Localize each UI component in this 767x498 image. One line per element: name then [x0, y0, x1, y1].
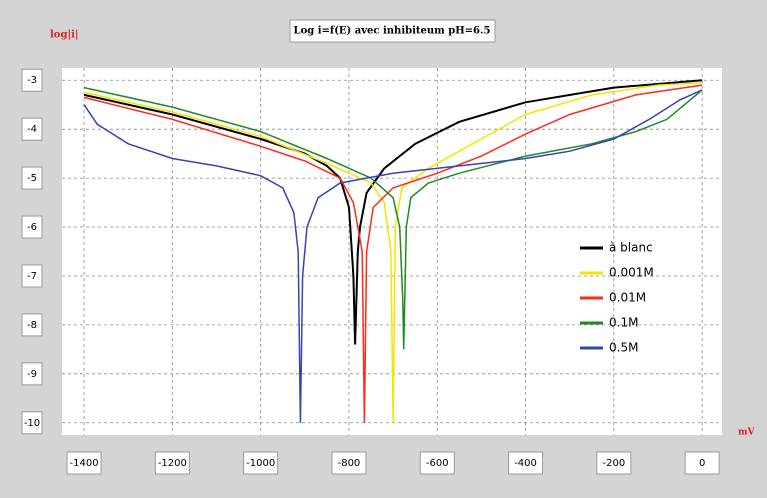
x-tick-label: 0	[699, 458, 705, 469]
y-axis-label: log|i|	[50, 30, 79, 41]
legend-label: 0.5M	[609, 341, 638, 355]
x-tick-label: -800	[338, 458, 361, 469]
x-axis-label: mV	[738, 428, 756, 438]
tick-box	[66, 451, 102, 475]
y-tick-label: -6	[27, 222, 37, 233]
y-tick-label: -4	[27, 124, 37, 135]
tick-box	[243, 451, 279, 475]
x-tick-label: -1200	[158, 458, 187, 469]
tick-box	[21, 68, 43, 92]
series-line	[83, 84, 703, 423]
y-tick-label: -9	[27, 369, 37, 380]
series-line	[83, 89, 703, 423]
legend-label: 0.01M	[609, 291, 646, 305]
x-tick-label: -600	[426, 458, 449, 469]
x-tick-label: -200	[602, 458, 625, 469]
tick-box	[21, 313, 43, 337]
tick-box	[331, 451, 367, 475]
tick-box	[21, 215, 43, 239]
legend-label: 0.001M	[609, 266, 654, 280]
tick-box	[21, 411, 43, 435]
title-box	[289, 19, 496, 43]
tick-box	[596, 451, 632, 475]
y-tick-label: -10	[24, 418, 40, 429]
y-tick-label: -5	[27, 173, 37, 184]
y-tick-label: -7	[27, 271, 37, 282]
y-tick-label: -3	[27, 75, 37, 86]
tick-box	[684, 451, 720, 475]
x-tick-label: -1000	[246, 458, 275, 469]
x-tick-label: -1400	[70, 458, 99, 469]
tick-box	[21, 117, 43, 141]
series-line	[83, 81, 703, 423]
tick-box	[154, 451, 190, 475]
y-tick-label: -8	[27, 320, 37, 331]
tick-box	[21, 166, 43, 190]
legend-label: 0.1M	[609, 316, 638, 330]
legend-label: à blanc	[609, 241, 653, 255]
tick-box	[21, 362, 43, 386]
series-line	[83, 86, 703, 350]
x-tick-label: -400	[514, 458, 537, 469]
tick-box	[21, 264, 43, 288]
chart-title: Log i=f(E) avec inhibiteum pH=6.5	[294, 26, 491, 37]
tick-box	[508, 451, 544, 475]
tick-box	[419, 451, 455, 475]
